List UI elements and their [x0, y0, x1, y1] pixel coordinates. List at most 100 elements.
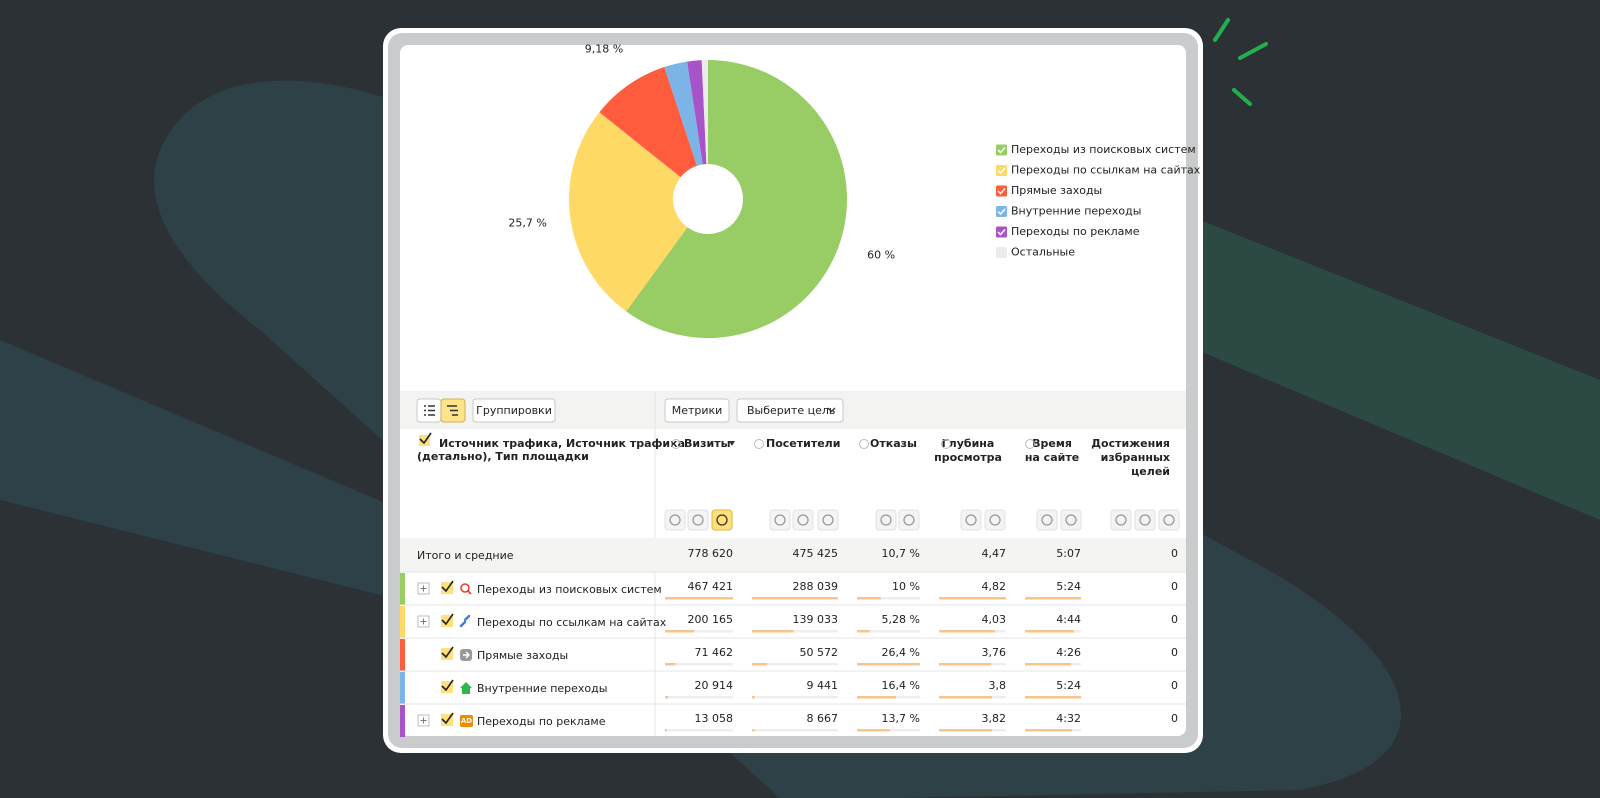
legend-checkbox[interactable]: [996, 206, 1007, 217]
cell-bar: [665, 663, 676, 666]
cell: 5:24: [1056, 580, 1081, 593]
row-label: Прямые заходы: [477, 649, 568, 662]
cell: 4:32: [1056, 712, 1081, 725]
help-icon[interactable]: [941, 439, 951, 449]
legend-checkbox[interactable]: [996, 165, 1007, 176]
legend-checkbox[interactable]: [996, 226, 1007, 238]
cell-bar-track: [752, 729, 838, 732]
pie-slice: [664, 61, 703, 166]
pie-slice: [687, 60, 707, 165]
legend-label: Переходы по рекламе: [1011, 225, 1140, 238]
row-color-strip: [400, 672, 405, 704]
view-toggle[interactable]: [875, 509, 897, 531]
checkmark: [997, 146, 1006, 154]
pie-slice: [626, 60, 847, 338]
view-toggle[interactable]: [960, 509, 982, 531]
expand-icon: [420, 585, 427, 592]
cell-bar: [857, 597, 881, 600]
metrics-button[interactable]: [664, 398, 730, 423]
chevron: [827, 407, 836, 413]
cell-bar-track: [665, 696, 733, 699]
cell-bar: [939, 729, 993, 732]
view-toggle[interactable]: [1060, 509, 1082, 531]
cell: 0: [1171, 613, 1178, 626]
cell: 5:24: [1056, 679, 1081, 692]
cell: 4:26: [1056, 646, 1081, 659]
help-icon[interactable]: [671, 439, 681, 449]
column-header: Время: [1032, 437, 1072, 450]
view-toggle[interactable]: [687, 509, 709, 531]
cell: 4,03: [982, 613, 1007, 626]
cell: 20 914: [695, 679, 734, 692]
view-toggle-icon: [1115, 514, 1127, 526]
view-toggle-icon: [880, 514, 892, 526]
column-header: просмотра: [934, 451, 1002, 464]
cell-bar: [939, 696, 992, 699]
home-icon: [460, 682, 472, 694]
checkmark: [441, 679, 454, 692]
cell: 3,82: [982, 712, 1007, 725]
view-toggle[interactable]: [817, 509, 839, 531]
view-toggle-icon: [1041, 514, 1053, 526]
totals-cell: 5:07: [1056, 547, 1081, 560]
cell-bar-track: [752, 663, 838, 666]
cell-bar-track: [665, 663, 733, 666]
cell-bar-track: [752, 630, 838, 633]
view-toggle-icon: [692, 514, 704, 526]
cell: 71 462: [695, 646, 734, 659]
view-toggle[interactable]: [1036, 509, 1058, 531]
help-icon[interactable]: [859, 439, 869, 449]
column-header: на сайте: [1025, 451, 1079, 464]
row-label: Переходы по рекламе: [477, 715, 606, 728]
goal-select[interactable]: [736, 398, 844, 423]
legend-checkbox[interactable]: [996, 247, 1007, 258]
view-toggle-icon: [989, 514, 1001, 526]
totals-label: Итого и средние: [417, 549, 514, 562]
row-label: Внутренние переходы: [477, 682, 607, 695]
row-label: Переходы по ссылкам на сайтах: [477, 616, 667, 629]
view-toggle[interactable]: [1158, 509, 1180, 531]
groupings-button[interactable]: [472, 398, 556, 423]
cell-bar: [1025, 597, 1081, 600]
cell-bar: [857, 696, 897, 699]
row-label: Переходы из поисковых систем: [477, 583, 662, 596]
view-toggle[interactable]: [898, 509, 920, 531]
cell: 4,82: [982, 580, 1007, 593]
search-icon-handle: [467, 590, 472, 595]
legend-label: Остальные: [1011, 246, 1075, 259]
checkmark: [997, 208, 1006, 216]
cell: 8 667: [807, 712, 839, 725]
view-toggle[interactable]: [664, 509, 686, 531]
expand-icon: [420, 618, 427, 625]
view-toggle[interactable]: [792, 509, 814, 531]
list-icon: [424, 405, 435, 416]
view-toggle[interactable]: [769, 509, 791, 531]
column-header: избранных: [1101, 451, 1170, 464]
help-icon[interactable]: [1025, 439, 1035, 449]
legend-checkbox[interactable]: [996, 144, 1007, 156]
view-toggle[interactable]: [984, 509, 1006, 531]
cell-bar: [1025, 663, 1071, 666]
cell-bar: [939, 630, 996, 633]
legend-label: Прямые заходы: [1011, 184, 1102, 197]
sort-indicator: [729, 441, 735, 446]
expand-icon: [420, 717, 427, 724]
cell-bar-track: [857, 597, 920, 600]
header-checkbox[interactable]: [419, 435, 430, 446]
checkmark: [997, 167, 1006, 175]
cell-bar: [752, 597, 838, 600]
cell-bar-track: [665, 630, 733, 633]
legend-checkbox[interactable]: [996, 185, 1007, 197]
view-toggle[interactable]: [1110, 509, 1132, 531]
view-toggle[interactable]: [1134, 509, 1156, 531]
view-toggle-icon: [1065, 514, 1077, 526]
cell: 200 165: [688, 613, 734, 626]
cell-bar-track: [752, 696, 838, 699]
view-toggle[interactable]: [711, 509, 733, 531]
help-icon[interactable]: [754, 439, 764, 449]
totals-cell: 10,7 %: [882, 547, 920, 560]
cell: 9 441: [807, 679, 839, 692]
cell-bar: [752, 663, 768, 666]
cell-bar: [1025, 729, 1073, 732]
